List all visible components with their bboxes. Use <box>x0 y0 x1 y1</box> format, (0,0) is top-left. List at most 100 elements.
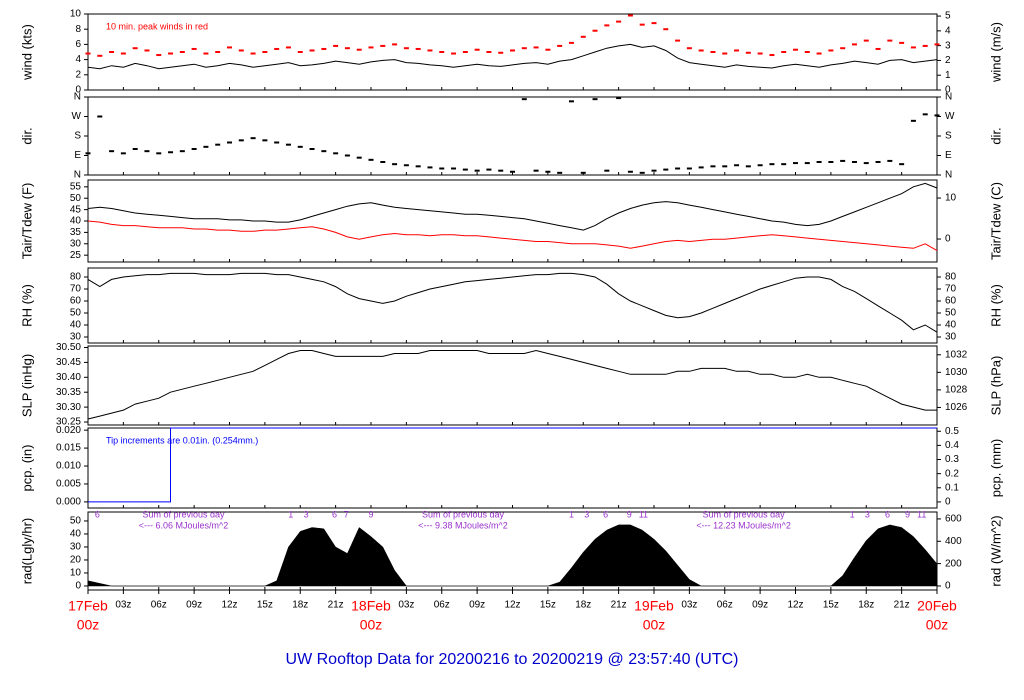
y-tick-label: 80 <box>70 272 82 283</box>
data-area <box>87 524 938 587</box>
y2-tick-label: 0.3 <box>945 454 959 465</box>
x-tick-label: 03z <box>115 600 131 611</box>
panel-frame <box>87 345 938 426</box>
y-tick-label: 10 <box>70 568 82 579</box>
day-sum-total: <--- 12.23 MJoules/m^2 <box>696 520 791 530</box>
hour-mark: 6 <box>885 509 890 519</box>
y-axis-label: wind (kts) <box>19 24 34 81</box>
y-axis-label: dir. <box>19 127 34 144</box>
x-tick-label: 06z <box>151 600 167 611</box>
y2-tick-label: 400 <box>945 536 962 547</box>
y2-tick-label: 0.4 <box>945 440 959 451</box>
y-tick-label: 0 <box>75 581 81 592</box>
y2-axis-label: wind (m/s) <box>988 22 1003 83</box>
y-tick-label: 0.020 <box>56 425 81 436</box>
hour-mark: 11 <box>917 509 926 519</box>
y2-tick-label: 0.5 <box>945 426 959 437</box>
y-tick-label: S <box>74 131 81 142</box>
y-tick-label: N <box>74 92 81 103</box>
panel-frame <box>87 179 938 263</box>
day-sum-label: Sum of previous day <box>422 509 505 519</box>
date-label: 19Feb <box>634 598 674 614</box>
hour-mark: 6 <box>603 509 608 519</box>
y2-tick-label: 50 <box>945 308 957 319</box>
day-sum-total: <--- 6.06 MJoules/m^2 <box>139 520 229 530</box>
day-sum-label: Sum of previous day <box>703 509 786 519</box>
x-tick-label: 00z <box>926 617 949 633</box>
y2-tick-label: W <box>945 111 955 122</box>
y-tick-label: W <box>72 111 82 122</box>
y2-tick-label: 0.2 <box>945 468 959 479</box>
y2-tick-label: 1 <box>945 70 951 81</box>
y2-tick-label: 60 <box>945 296 957 307</box>
panel-frame <box>87 267 938 344</box>
y-tick-label: 30.45 <box>56 357 81 368</box>
y2-axis-label: Tair/Tdew (C) <box>988 182 1003 260</box>
y2-tick-label: 0 <box>945 497 951 508</box>
x-tick-label: 09z <box>469 600 485 611</box>
y-tick-label: 0.005 <box>56 479 81 490</box>
hour-mark: 1 <box>850 509 855 519</box>
y2-axis-label: SLP (hPa) <box>988 356 1003 416</box>
y2-tick-label: 200 <box>945 558 962 569</box>
y-tick-label: 30 <box>70 542 82 553</box>
x-tick-label: 00z <box>643 617 666 633</box>
y-tick-label: 0 <box>75 85 81 96</box>
y2-tick-label: 1028 <box>945 385 968 396</box>
page-title: UW Rooftop Data for 20200216 to 20200219… <box>286 651 739 668</box>
y-axis-label: RH (%) <box>19 284 34 327</box>
y-tick-label: 20 <box>70 555 82 566</box>
y-tick-label: 30.35 <box>56 387 81 398</box>
y2-tick-label: 3 <box>945 40 951 51</box>
x-tick-label: 03z <box>398 600 414 611</box>
data-line <box>88 427 937 503</box>
y2-tick-label: 2 <box>945 55 951 66</box>
y2-axis-label: pcp. (mm) <box>988 439 1003 498</box>
y-tick-label: 30 <box>70 238 82 249</box>
y2-tick-label: 40 <box>945 320 957 331</box>
x-tick-label: 18z <box>575 600 591 611</box>
y-tick-label: 0.000 <box>56 497 81 508</box>
x-tick-label: 03z <box>681 600 697 611</box>
y-tick-label: 25 <box>70 250 82 261</box>
y-tick-label: 30 <box>70 332 82 343</box>
y2-tick-label: 4 <box>945 25 951 36</box>
y2-tick-label: 1030 <box>945 367 968 378</box>
x-tick-label: 21z <box>611 600 627 611</box>
y-tick-label: 35 <box>70 227 82 238</box>
y-tick-label: 60 <box>70 296 82 307</box>
y2-tick-label: 0 <box>945 85 951 96</box>
y2-tick-label: 0 <box>945 234 951 245</box>
hour-mark: 1 <box>288 509 293 519</box>
y-tick-label: 30.30 <box>56 402 81 413</box>
x-tick-label: 18z <box>292 600 308 611</box>
y-tick-label: 6 <box>75 39 81 50</box>
y2-tick-label: 0.1 <box>945 482 959 493</box>
hour-mark: 3 <box>865 509 870 519</box>
x-tick-label: 06z <box>717 600 733 611</box>
x-tick-label: 12z <box>504 600 520 611</box>
day-sum-total: <--- 9.38 MJoules/m^2 <box>418 520 508 530</box>
y2-tick-label: 70 <box>945 284 957 295</box>
y-tick-label: 30.50 <box>56 342 81 353</box>
y-axis-label: rad(Lgly/hr) <box>19 518 34 584</box>
date-label: 18Feb <box>351 598 391 614</box>
x-tick-label: 00z <box>77 617 100 633</box>
hour-mark: 3 <box>304 509 309 519</box>
data-line <box>87 349 937 420</box>
x-tick-label: 21z <box>894 600 910 611</box>
y2-tick-label: N <box>945 170 952 181</box>
y-axis-label: Tair/Tdew (F) <box>19 183 34 260</box>
hour-mark: 11 <box>639 509 648 519</box>
hour-mark: 3 <box>584 509 589 519</box>
y2-axis-label: rad (W/m^2) <box>988 515 1003 586</box>
y-tick-label: 30.40 <box>56 372 81 383</box>
x-tick-label: 15z <box>540 600 556 611</box>
y-tick-label: 0.015 <box>56 443 81 454</box>
x-tick-label: 09z <box>752 600 768 611</box>
hour-mark: 9 <box>905 509 910 519</box>
y-tick-label: E <box>74 150 81 161</box>
y2-tick-label: N <box>945 92 952 103</box>
date-label: 20Feb <box>917 598 957 614</box>
y2-tick-label: 0 <box>945 581 951 592</box>
